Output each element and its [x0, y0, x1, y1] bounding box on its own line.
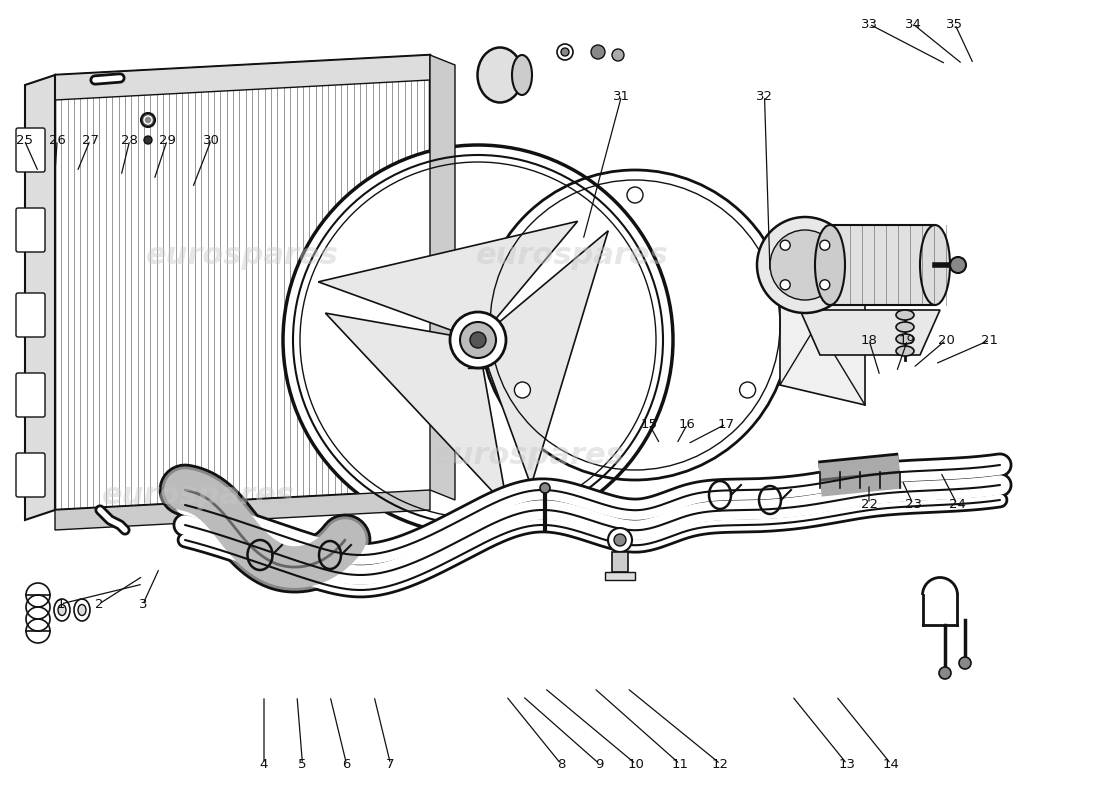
Ellipse shape	[78, 605, 86, 615]
Circle shape	[627, 187, 644, 203]
FancyBboxPatch shape	[16, 453, 45, 497]
Text: 32: 32	[756, 90, 773, 102]
Ellipse shape	[896, 322, 914, 332]
Polygon shape	[478, 230, 608, 486]
Text: 10: 10	[627, 758, 645, 770]
Circle shape	[144, 136, 152, 144]
Circle shape	[557, 44, 573, 60]
Bar	[830, 225, 935, 305]
Text: 9: 9	[595, 758, 604, 770]
Text: 35: 35	[946, 18, 964, 30]
Text: 20: 20	[937, 334, 955, 346]
Circle shape	[515, 382, 530, 398]
Polygon shape	[800, 310, 940, 355]
Text: 25: 25	[15, 134, 33, 146]
Ellipse shape	[477, 47, 522, 102]
Polygon shape	[55, 490, 430, 530]
Text: 13: 13	[838, 758, 856, 770]
Circle shape	[561, 48, 569, 56]
Text: 6: 6	[342, 758, 351, 770]
Circle shape	[739, 382, 756, 398]
Circle shape	[612, 49, 624, 61]
Polygon shape	[25, 75, 55, 520]
Text: eurospares: eurospares	[475, 242, 669, 270]
Ellipse shape	[54, 599, 70, 621]
Circle shape	[770, 230, 840, 300]
Circle shape	[450, 312, 506, 368]
Polygon shape	[55, 55, 430, 510]
Bar	[605, 572, 635, 580]
Circle shape	[608, 528, 632, 552]
Text: 12: 12	[712, 758, 729, 770]
Text: 21: 21	[981, 334, 999, 346]
Text: 27: 27	[81, 134, 99, 146]
FancyBboxPatch shape	[16, 128, 45, 172]
Circle shape	[780, 240, 790, 250]
Circle shape	[614, 534, 626, 546]
Ellipse shape	[512, 55, 532, 95]
Circle shape	[757, 217, 852, 313]
Circle shape	[460, 322, 496, 358]
Polygon shape	[318, 222, 578, 340]
Circle shape	[820, 240, 829, 250]
Text: eurospares: eurospares	[431, 442, 625, 470]
Circle shape	[540, 483, 550, 493]
Circle shape	[780, 280, 790, 290]
Text: 15: 15	[640, 418, 658, 430]
Text: 33: 33	[860, 18, 878, 30]
Text: 2: 2	[95, 598, 103, 610]
Text: 11: 11	[671, 758, 689, 770]
Text: 19: 19	[899, 334, 916, 346]
Text: 3: 3	[139, 598, 147, 610]
Text: 4: 4	[260, 758, 268, 770]
Ellipse shape	[74, 599, 90, 621]
Text: 7: 7	[386, 758, 395, 770]
Circle shape	[141, 113, 155, 127]
Text: eurospares: eurospares	[101, 482, 295, 510]
FancyBboxPatch shape	[16, 373, 45, 417]
Circle shape	[470, 332, 486, 348]
Ellipse shape	[920, 225, 950, 305]
Ellipse shape	[815, 225, 845, 305]
Text: 8: 8	[557, 758, 565, 770]
Ellipse shape	[58, 605, 66, 615]
Text: 22: 22	[860, 498, 878, 510]
Circle shape	[959, 657, 971, 669]
Text: 30: 30	[202, 134, 220, 146]
Bar	[612, 552, 628, 572]
Text: 17: 17	[717, 418, 735, 430]
Circle shape	[939, 667, 952, 679]
Circle shape	[144, 116, 152, 124]
Circle shape	[950, 257, 966, 273]
Text: 31: 31	[613, 90, 630, 102]
Circle shape	[283, 145, 673, 535]
Text: eurospares: eurospares	[145, 242, 339, 270]
Text: 14: 14	[882, 758, 900, 770]
Text: 1: 1	[56, 598, 65, 610]
Text: 16: 16	[679, 418, 696, 430]
Polygon shape	[780, 245, 865, 405]
Polygon shape	[430, 55, 455, 500]
Text: 23: 23	[904, 498, 922, 510]
Text: 34: 34	[904, 18, 922, 30]
FancyBboxPatch shape	[16, 208, 45, 252]
FancyBboxPatch shape	[16, 293, 45, 337]
Polygon shape	[326, 313, 507, 507]
Ellipse shape	[896, 346, 914, 356]
Text: 26: 26	[48, 134, 66, 146]
Text: 28: 28	[121, 134, 139, 146]
Text: 24: 24	[948, 498, 966, 510]
Ellipse shape	[896, 334, 914, 344]
Text: 18: 18	[860, 334, 878, 346]
Text: 5: 5	[298, 758, 307, 770]
Circle shape	[591, 45, 605, 59]
Polygon shape	[55, 55, 430, 100]
Ellipse shape	[896, 310, 914, 320]
Text: 29: 29	[158, 134, 176, 146]
Circle shape	[820, 280, 829, 290]
